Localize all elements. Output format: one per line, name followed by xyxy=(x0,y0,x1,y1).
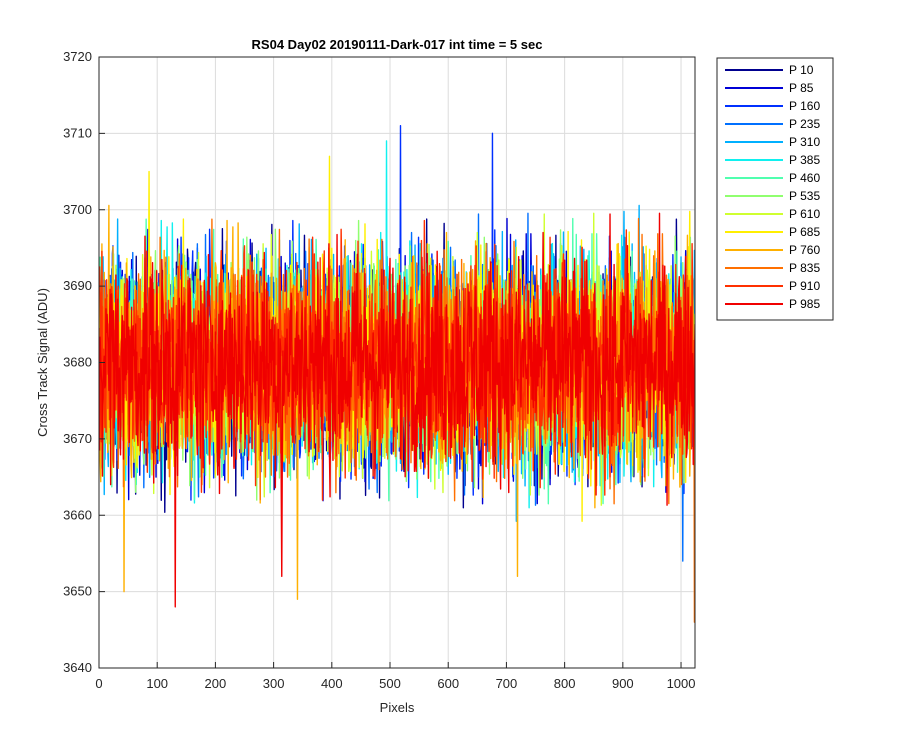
legend: P 10 P 85 P 160 P 235 P 310 P 385 P 460 P 535 P … xyxy=(716,57,834,321)
x-tick-label: 300 xyxy=(263,676,285,691)
legend-entry: P 910 xyxy=(789,279,820,293)
y-tick-label: 3690 xyxy=(63,278,92,293)
x-tick-label: 100 xyxy=(146,676,168,691)
legend-entry: P 235 xyxy=(789,117,820,131)
series-layer xyxy=(99,125,695,623)
legend-entry: P 835 xyxy=(789,261,820,275)
legend-entry: P 385 xyxy=(789,153,820,167)
legend-entry: P 310 xyxy=(789,135,820,149)
x-axis-label: Pixels xyxy=(380,700,415,715)
y-tick-label: 3680 xyxy=(63,355,92,370)
x-tick-label: 600 xyxy=(437,676,459,691)
x-tick-label: 800 xyxy=(554,676,576,691)
x-axis: 0 100 200 300 400 500 600 700 800 900 1000 xyxy=(95,662,695,691)
y-tick-label: 3700 xyxy=(63,202,92,217)
legend-entry: P 10 xyxy=(789,63,814,77)
y-tick-label: 3720 xyxy=(63,49,92,64)
x-tick-label: 0 xyxy=(95,676,102,691)
x-tick-label: 900 xyxy=(612,676,634,691)
legend-entry: P 85 xyxy=(789,81,814,95)
y-tick-label: 3670 xyxy=(63,431,92,446)
legend-entry: P 985 xyxy=(789,297,820,311)
legend-entry: P 610 xyxy=(789,207,820,221)
y-tick-label: 3650 xyxy=(63,584,92,599)
x-tick-label: 200 xyxy=(205,676,227,691)
x-tick-label: 1000 xyxy=(667,676,696,691)
chart-title: RS04 Day02 20190111-Dark-017 int time = … xyxy=(252,37,543,52)
y-axis: 3640 3650 3660 3670 3680 3690 3700 3710 3720 xyxy=(63,49,105,675)
legend-entry: P 760 xyxy=(789,243,820,257)
x-tick-label: 700 xyxy=(496,676,518,691)
x-tick-label: 500 xyxy=(379,676,401,691)
series-line xyxy=(99,212,695,608)
x-tick-label: 400 xyxy=(321,676,343,691)
legend-entry: P 460 xyxy=(789,171,820,185)
y-axis-label: Cross Track Signal (ADU) xyxy=(35,288,50,437)
y-tick-label: 3660 xyxy=(63,507,92,522)
y-tick-label: 3710 xyxy=(63,125,92,140)
y-tick-label: 3640 xyxy=(63,660,92,675)
legend-entry: P 160 xyxy=(789,99,820,113)
legend-box xyxy=(716,57,834,321)
legend-entry: P 685 xyxy=(789,225,820,239)
legend-entry: P 535 xyxy=(789,189,820,203)
